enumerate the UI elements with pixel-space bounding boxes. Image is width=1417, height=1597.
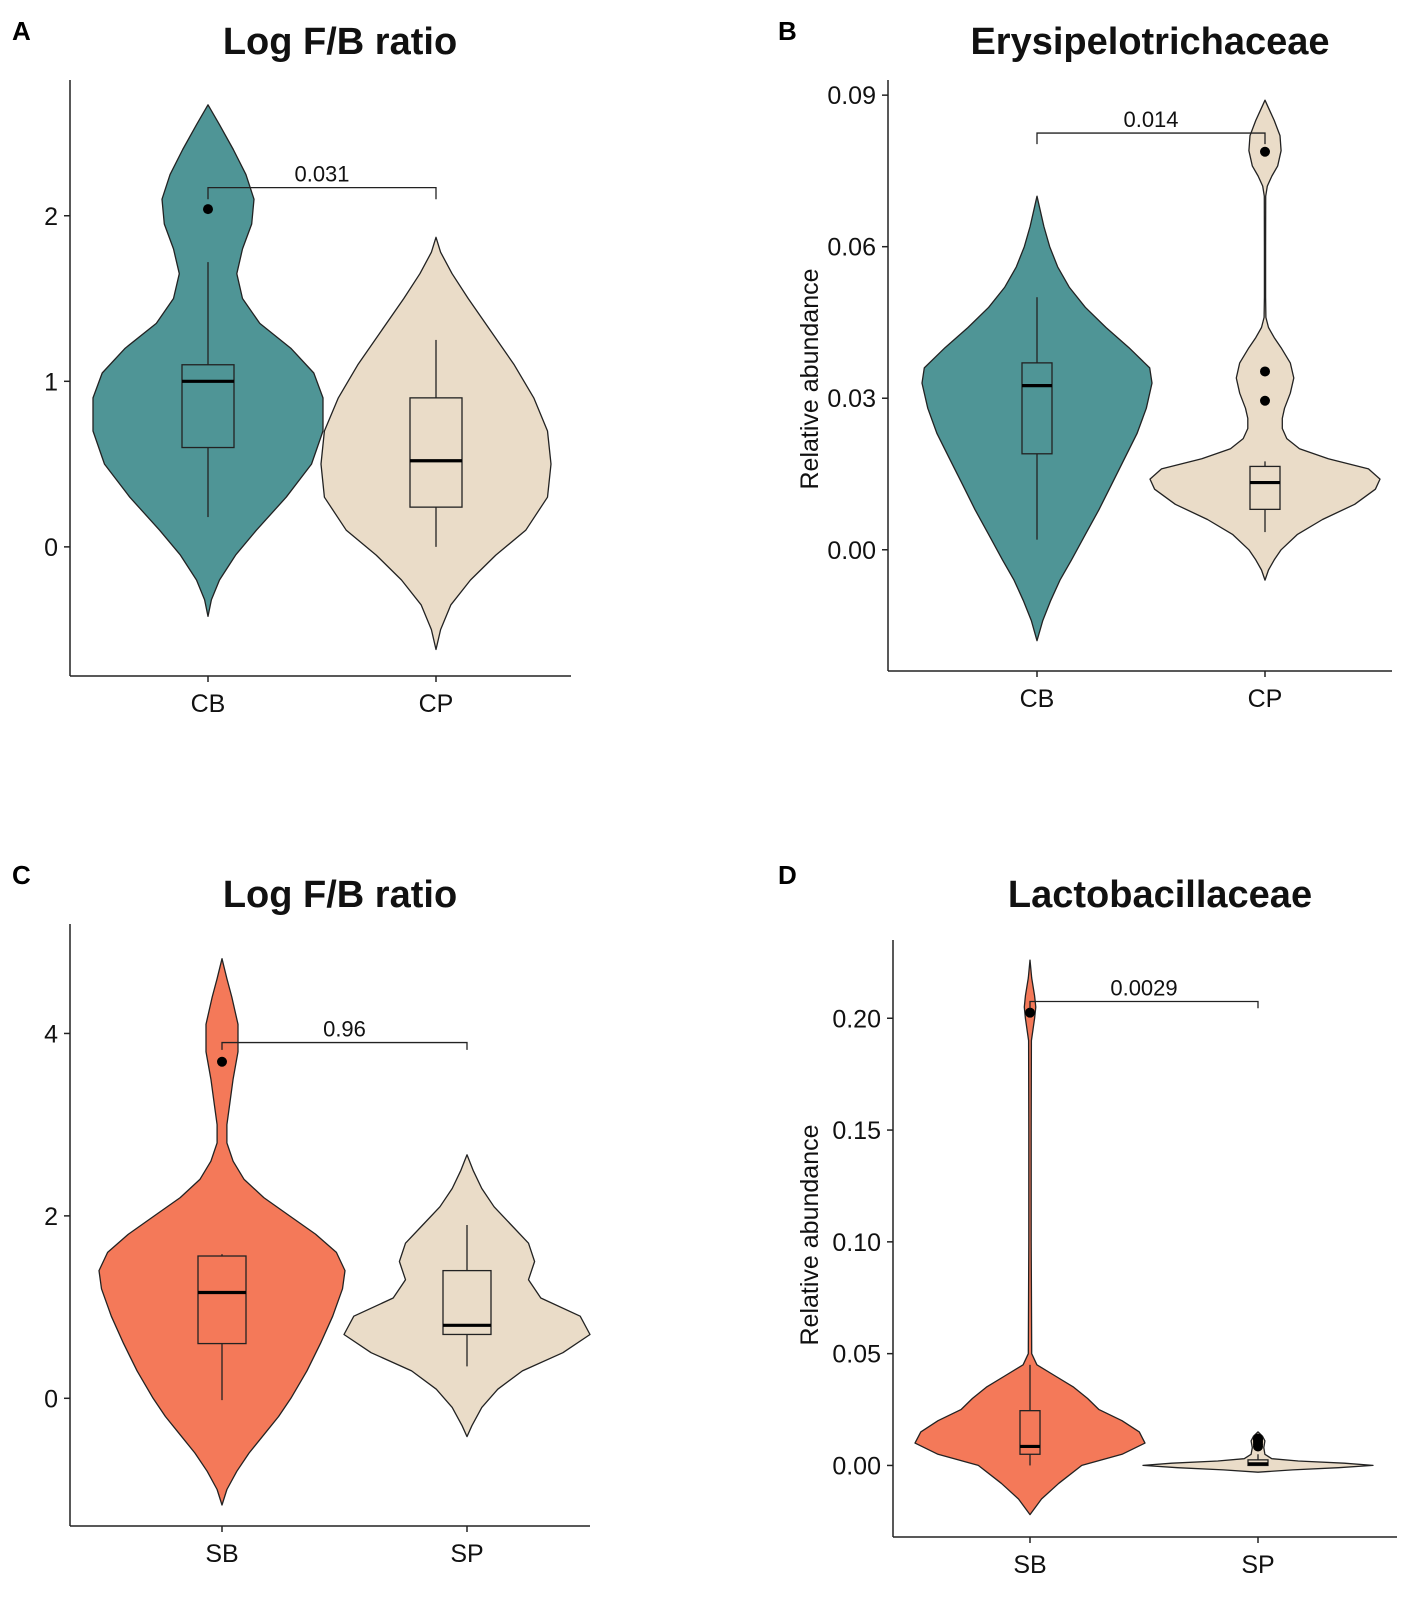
y-tick-label: 0.00 bbox=[832, 1452, 881, 1480]
panel-letter: B bbox=[778, 16, 797, 46]
box-CP bbox=[409, 397, 463, 508]
chart-title: Erysipelotrichaceae bbox=[970, 21, 1329, 63]
panel-d: D Lactobacillaceae Relative abundance 0.… bbox=[778, 860, 1397, 1579]
panel-a: A Log F/B ratio 0 1 2 CB CP 0.031 bbox=[12, 16, 571, 718]
panel-c: C Log F/B ratio 0 2 4 SB SP 0.96 bbox=[12, 860, 591, 1568]
x-tick-label: SP bbox=[450, 1540, 483, 1568]
p-value-label: 0.0029 bbox=[1110, 975, 1177, 1000]
significance-bracket bbox=[207, 186, 437, 200]
outlier-point bbox=[203, 204, 213, 215]
y-tick-label: 0.20 bbox=[832, 1005, 881, 1033]
outlier-point bbox=[1260, 366, 1270, 377]
panel-b: B Erysipelotrichaceae Relative abundance… bbox=[778, 16, 1392, 713]
x-tick-label: CB bbox=[1020, 685, 1055, 713]
x-tick-label: SB bbox=[205, 1540, 238, 1568]
y-tick-label: 0.00 bbox=[827, 537, 876, 565]
p-value-label: 0.96 bbox=[323, 1017, 366, 1042]
box-SB bbox=[197, 1255, 247, 1345]
significance-bracket bbox=[1036, 132, 1266, 145]
chart-title: Log F/B ratio bbox=[223, 21, 457, 63]
panel-letter: A bbox=[12, 16, 31, 46]
outlier-point bbox=[217, 1056, 227, 1067]
chart-title: Lactobacillaceae bbox=[1008, 874, 1312, 916]
y-axis-title: Relative abundance bbox=[796, 269, 824, 490]
y-tick-label: 0.06 bbox=[827, 234, 876, 262]
violin-CP bbox=[1149, 99, 1381, 581]
y-axis-title: Relative abundance bbox=[796, 1125, 824, 1346]
box-CB bbox=[181, 364, 235, 449]
violin-SP bbox=[1142, 1431, 1374, 1473]
y-tick-label: 0.03 bbox=[827, 385, 876, 413]
x-tick-label: CP bbox=[1248, 685, 1283, 713]
chart-title: Log F/B ratio bbox=[223, 874, 457, 916]
violin-SB bbox=[98, 958, 346, 1506]
y-tick-label: 0 bbox=[44, 534, 58, 562]
box-CP bbox=[1249, 465, 1281, 511]
y-tick-label: 0.09 bbox=[827, 82, 876, 110]
violin-SB bbox=[914, 959, 1146, 1516]
significance-bracket bbox=[1029, 1000, 1259, 1009]
x-tick-label: CP bbox=[419, 690, 454, 718]
p-value-label: 0.014 bbox=[1123, 107, 1178, 132]
panel-letter: C bbox=[12, 860, 31, 890]
x-tick-label: SB bbox=[1013, 1551, 1046, 1579]
outlier-point bbox=[1260, 146, 1270, 157]
y-tick-label: 2 bbox=[44, 1203, 58, 1231]
y-tick-label: 0.15 bbox=[832, 1117, 881, 1145]
panel-letter: D bbox=[778, 860, 797, 890]
box-CB bbox=[1021, 362, 1053, 455]
y-tick-label: 0.05 bbox=[832, 1341, 881, 1369]
y-tick-label: 0.10 bbox=[832, 1229, 881, 1257]
x-tick-label: CB bbox=[191, 690, 226, 718]
p-value-label: 0.031 bbox=[294, 162, 349, 187]
y-tick-label: 4 bbox=[44, 1020, 58, 1048]
outlier-point bbox=[1260, 395, 1270, 406]
box-SB bbox=[1019, 1410, 1041, 1455]
outlier-point bbox=[1253, 1433, 1263, 1444]
significance-bracket bbox=[221, 1041, 468, 1050]
y-tick-label: 0 bbox=[44, 1385, 58, 1413]
y-tick-label: 1 bbox=[44, 368, 58, 396]
x-tick-label: SP bbox=[1241, 1551, 1274, 1579]
y-tick-label: 2 bbox=[44, 203, 58, 231]
outlier-point bbox=[1025, 1007, 1035, 1018]
